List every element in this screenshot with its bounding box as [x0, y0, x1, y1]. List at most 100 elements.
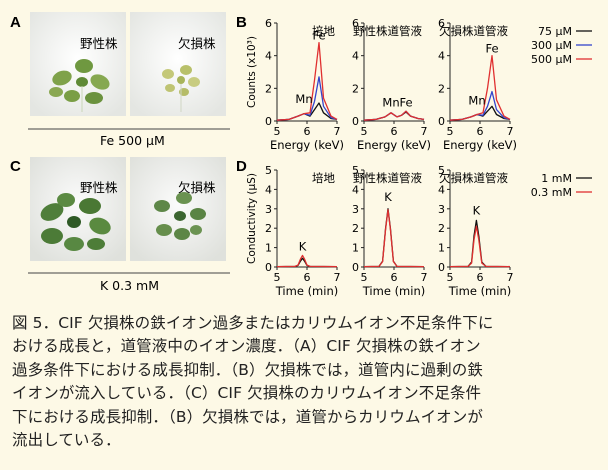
peak-label: Fe — [399, 95, 412, 109]
panel-c-condition: K 0.3 mM — [100, 278, 159, 293]
y-tick-label: 4 — [352, 183, 359, 196]
x-axis-label: Time (min) — [275, 284, 338, 298]
x-tick-label: 7 — [507, 125, 514, 138]
subplot-title: 野性株道管液 — [353, 171, 422, 185]
y-tick-label: 4 — [265, 50, 272, 63]
peak-label: Fe — [485, 41, 498, 55]
legend-label: 500 μM — [531, 53, 572, 66]
plant-a-mutant — [162, 65, 200, 112]
caption-line: 過多条件下における成長抑制．（B）欠損株では，道管内に過剰の鉄 — [12, 360, 483, 379]
y-axis-label: Conductivity (μS) — [246, 173, 258, 264]
photo-a-mutant — [130, 12, 226, 116]
y-axis-label: Counts (x10³) — [246, 36, 258, 108]
caption-line: イオンが流入している．（C）CIF 欠損株のカリウムイオン不足条件 — [12, 384, 482, 403]
peak-label: Mn — [295, 92, 312, 106]
x-tick-label: 6 — [304, 271, 311, 284]
x-tick-label: 6 — [391, 125, 398, 138]
y-tick-label: 5 — [438, 164, 445, 177]
photo-a-wildtype-label: 野性株 — [80, 36, 118, 51]
y-tick-label: 0 — [265, 261, 272, 274]
figure-caption: 図 5．CIF 欠損株の鉄イオン過多またはカリウムイオン不足条件下に おける成長… — [12, 312, 600, 452]
series-line-500μM — [449, 55, 511, 121]
x-tick-label: 5 — [447, 125, 454, 138]
y-tick-label: 4 — [352, 50, 359, 63]
peak-label: K — [473, 204, 481, 218]
subplot-title: 培地 — [312, 24, 335, 38]
peak-label: Mn — [382, 95, 399, 109]
series-line-500μM — [363, 110, 425, 121]
panel-c: C 野性株 欠損株 K 0.3 mM — [10, 157, 230, 293]
y-tick-label: 0 — [438, 115, 445, 128]
series-line-0.3mM — [276, 254, 338, 268]
y-tick-label: 6 — [438, 17, 445, 30]
x-tick-label: 6 — [477, 271, 484, 284]
y-tick-label: 3 — [438, 203, 445, 216]
x-tick-label: 5 — [361, 125, 368, 138]
panel-a-condition: Fe 500 μM — [100, 133, 165, 148]
subplot-title: 欠損株道管液 — [439, 171, 508, 185]
x-tick-label: 5 — [447, 271, 454, 284]
y-tick-label: 2 — [438, 82, 445, 95]
subplot-title: 培地 — [312, 171, 335, 185]
x-axis-label: Energy (keV) — [357, 138, 431, 152]
caption-line: おける成長と，道管液中のイオン濃度．（A）CIF 欠損株の鉄イオン — [12, 337, 481, 356]
y-tick-label: 1 — [265, 242, 272, 255]
x-tick-label: 7 — [334, 125, 341, 138]
x-axis-label: Time (min) — [448, 284, 511, 298]
y-tick-label: 6 — [265, 17, 272, 30]
legend-label: 300 μM — [531, 39, 572, 52]
peak-label: Mn — [468, 94, 485, 108]
photo-c-mutant — [130, 157, 226, 261]
legend-label: 1 mM — [541, 172, 572, 185]
peak-label: K — [299, 240, 307, 254]
y-tick-label: 2 — [265, 82, 272, 95]
y-tick-label: 3 — [352, 203, 359, 216]
y-tick-label: 2 — [438, 222, 445, 235]
y-tick-label: 4 — [265, 183, 272, 196]
y-tick-label: 2 — [352, 222, 359, 235]
x-tick-label: 7 — [507, 271, 514, 284]
series-line-1mM — [449, 219, 511, 268]
series-line-300μM — [363, 110, 425, 121]
figure-5: A 野性株 欠損株 Fe 500 μM C — [10, 12, 592, 298]
subplot-title: 野性株道管液 — [353, 24, 422, 38]
plant-c-mutant — [154, 192, 206, 240]
y-tick-label: 0 — [265, 115, 272, 128]
subplot-title: 欠損株道管液 — [439, 24, 508, 38]
series-line-1mM — [363, 208, 425, 268]
x-tick-label: 6 — [391, 271, 398, 284]
y-tick-label: 6 — [352, 17, 359, 30]
y-tick-label: 1 — [352, 242, 359, 255]
x-tick-label: 6 — [304, 125, 311, 138]
panel-c-letter: C — [10, 158, 21, 175]
y-tick-label: 1 — [438, 242, 445, 255]
y-tick-label: 2 — [265, 222, 272, 235]
y-tick-label: 4 — [438, 183, 445, 196]
plant-a-wildtype — [49, 59, 110, 112]
x-axis-label: Time (min) — [362, 284, 425, 298]
x-tick-label: 6 — [477, 125, 484, 138]
x-tick-label: 7 — [421, 125, 428, 138]
legend-label: 75 μM — [538, 25, 572, 38]
peak-label: K — [384, 190, 392, 204]
panel-b-letter: B — [236, 14, 247, 31]
y-tick-label: 0 — [352, 261, 359, 274]
plant-c-wildtype — [40, 193, 111, 251]
y-tick-label: 0 — [438, 261, 445, 274]
y-tick-label: 2 — [352, 82, 359, 95]
peak-label: Fe — [312, 28, 325, 42]
photo-a-mutant-label: 欠損株 — [178, 36, 216, 51]
x-tick-label: 7 — [334, 271, 341, 284]
x-axis-label: Energy (keV) — [270, 138, 344, 152]
x-axis-label: Energy (keV) — [443, 138, 517, 152]
y-tick-label: 4 — [438, 50, 445, 63]
x-tick-label: 5 — [361, 271, 368, 284]
legend-label: 0.3 mM — [531, 186, 572, 199]
